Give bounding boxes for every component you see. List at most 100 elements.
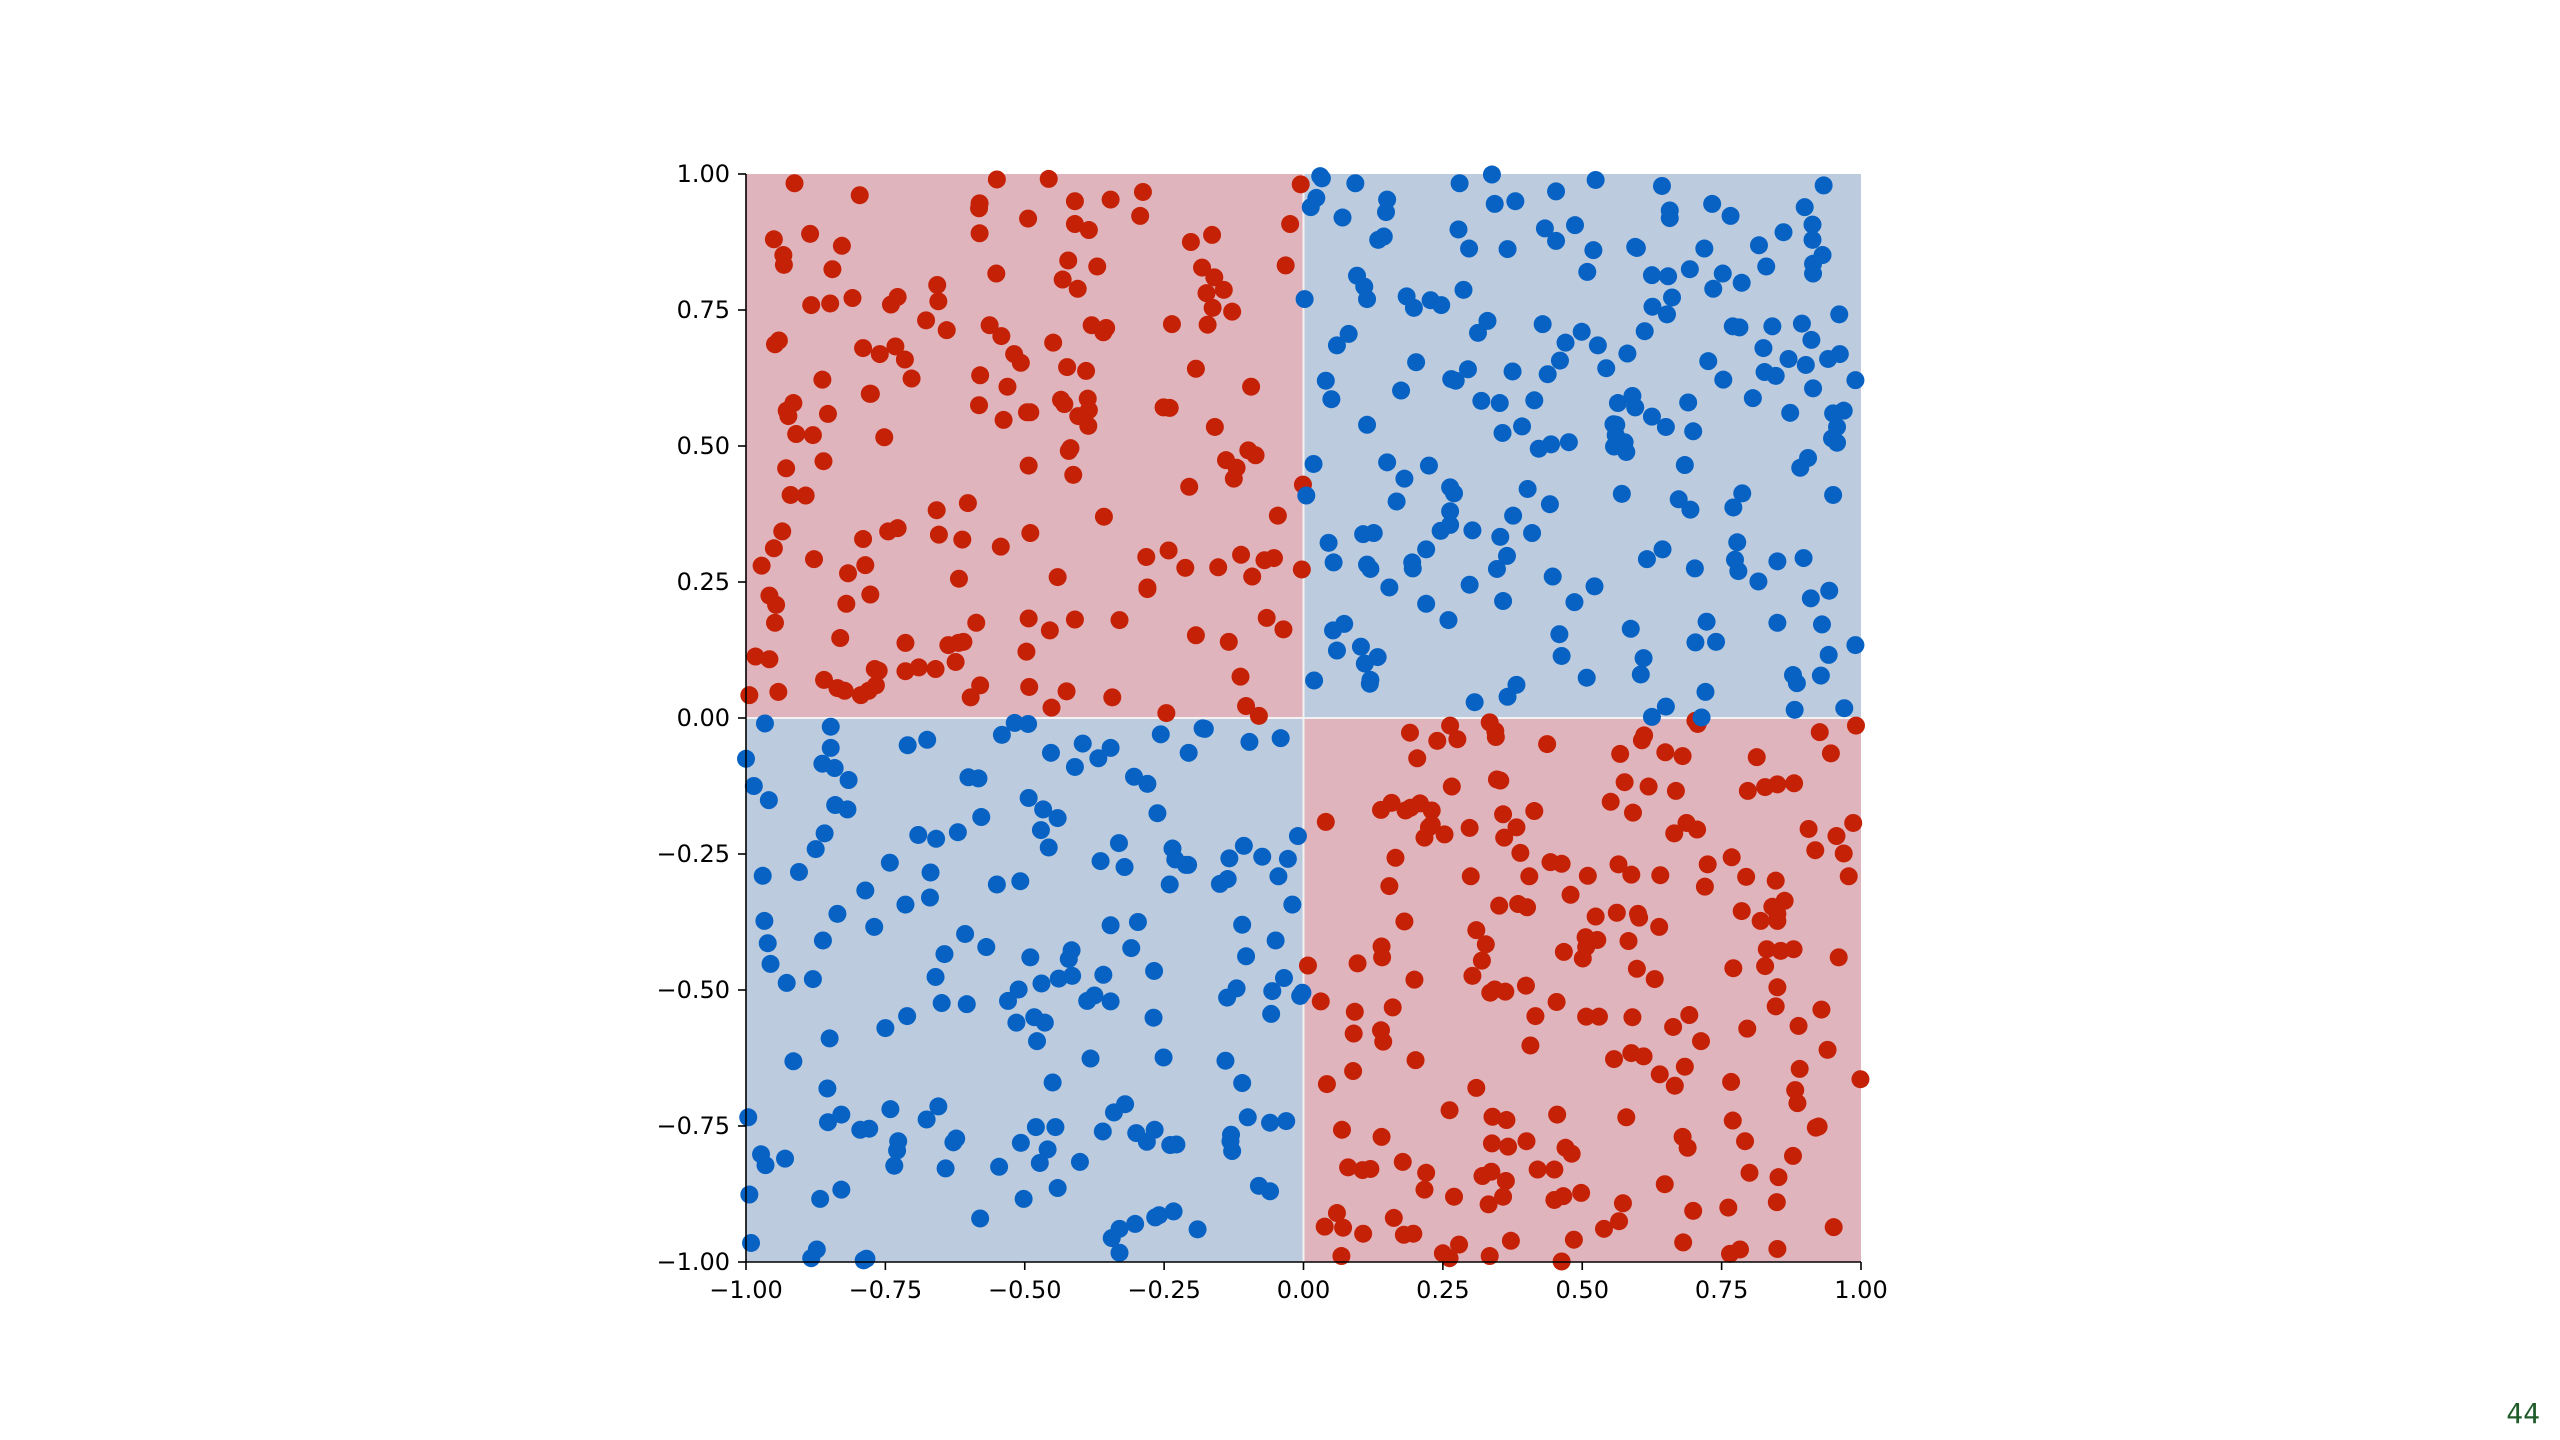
point-blue <box>1046 1118 1065 1137</box>
point-red <box>1496 1171 1515 1190</box>
point-red <box>927 501 946 520</box>
point-blue <box>1122 939 1141 958</box>
point-red <box>1516 976 1535 995</box>
point-red <box>1827 827 1846 846</box>
point-red <box>1586 907 1605 926</box>
x-tick-label: −1.00 <box>709 1276 783 1304</box>
point-red <box>1577 1007 1596 1026</box>
point-red <box>1751 911 1770 930</box>
point-red <box>1824 1218 1843 1237</box>
point-red <box>1345 1002 1364 1021</box>
point-blue <box>740 1185 759 1204</box>
point-red <box>1264 549 1283 568</box>
point-blue <box>1019 788 1038 807</box>
point-blue <box>1277 1112 1296 1131</box>
y-tick-label: 1.00 <box>677 160 730 188</box>
point-blue <box>972 808 991 827</box>
point-blue <box>1019 714 1038 733</box>
point-blue <box>1792 314 1811 333</box>
point-red <box>869 661 888 680</box>
point-blue <box>1774 223 1793 242</box>
point-blue <box>1559 433 1578 452</box>
point-red <box>801 224 820 243</box>
point-red <box>1674 1233 1693 1252</box>
point-blue <box>776 1149 795 1168</box>
point-blue <box>1749 572 1768 591</box>
point-blue <box>1463 521 1482 540</box>
point-blue <box>1378 453 1397 472</box>
point-blue <box>832 1105 851 1124</box>
point-blue <box>1785 700 1804 719</box>
point-red <box>1499 1137 1518 1156</box>
point-blue <box>1550 625 1569 644</box>
point-blue <box>1626 398 1645 417</box>
point-red <box>1511 843 1530 862</box>
point-blue <box>1161 1136 1180 1155</box>
point-red <box>850 186 869 205</box>
point-red <box>1472 951 1491 970</box>
point-blue <box>876 1019 895 1038</box>
point-red <box>760 650 779 669</box>
point-red <box>958 494 977 513</box>
point-red <box>1789 1016 1808 1035</box>
point-blue <box>1642 266 1661 285</box>
point-blue <box>990 1157 1009 1176</box>
point-blue <box>1089 749 1108 768</box>
x-tick-label: 0.75 <box>1695 1276 1748 1304</box>
point-blue <box>1743 389 1762 408</box>
point-blue <box>815 824 834 843</box>
point-blue <box>1301 198 1320 217</box>
y-tick-label: −1.00 <box>656 1248 730 1276</box>
point-blue <box>1441 502 1460 521</box>
point-red <box>1768 911 1787 930</box>
point-blue <box>1547 182 1566 201</box>
point-red <box>1232 545 1251 564</box>
point-blue <box>1535 219 1554 238</box>
point-red <box>828 679 847 698</box>
point-blue <box>1726 550 1745 569</box>
point-red <box>1065 192 1084 211</box>
x-tick-label: −0.25 <box>1127 1276 1201 1304</box>
point-red <box>1065 610 1084 629</box>
point-red <box>1281 215 1300 234</box>
point-red <box>1622 865 1641 884</box>
point-red <box>1428 731 1447 750</box>
point-blue <box>1493 423 1512 442</box>
point-red <box>1019 456 1038 475</box>
point-blue <box>1216 1051 1235 1070</box>
point-blue <box>1249 1176 1268 1195</box>
point-red <box>1101 190 1120 209</box>
point-blue <box>1525 391 1544 410</box>
point-red <box>1775 891 1794 910</box>
point-red <box>805 550 824 569</box>
point-red <box>1396 801 1415 820</box>
point-red <box>971 676 990 695</box>
point-red <box>1723 1111 1742 1130</box>
point-red <box>769 331 788 350</box>
point-red <box>1103 688 1122 707</box>
point-blue <box>860 1119 879 1138</box>
point-red <box>1619 932 1638 951</box>
point-red <box>1486 728 1505 747</box>
point-red <box>1094 507 1113 526</box>
point-blue <box>1550 351 1569 370</box>
point-red <box>856 556 875 575</box>
point-red <box>1021 524 1040 543</box>
point-blue <box>1621 619 1640 638</box>
point-blue <box>920 888 939 907</box>
point-blue <box>1234 836 1253 855</box>
point-blue <box>1014 1189 1033 1208</box>
point-blue <box>1721 206 1740 225</box>
point-blue <box>947 1129 966 1148</box>
point-blue <box>1101 916 1120 935</box>
point-red <box>1069 407 1088 426</box>
point-red <box>1411 794 1430 813</box>
point-red <box>1408 749 1427 768</box>
point-blue <box>1032 974 1051 993</box>
point-red <box>1656 743 1675 762</box>
point-blue <box>1432 296 1451 315</box>
point-blue <box>1490 394 1509 413</box>
point-red <box>832 236 851 255</box>
point-blue <box>1637 550 1656 569</box>
point-red <box>1799 819 1818 838</box>
